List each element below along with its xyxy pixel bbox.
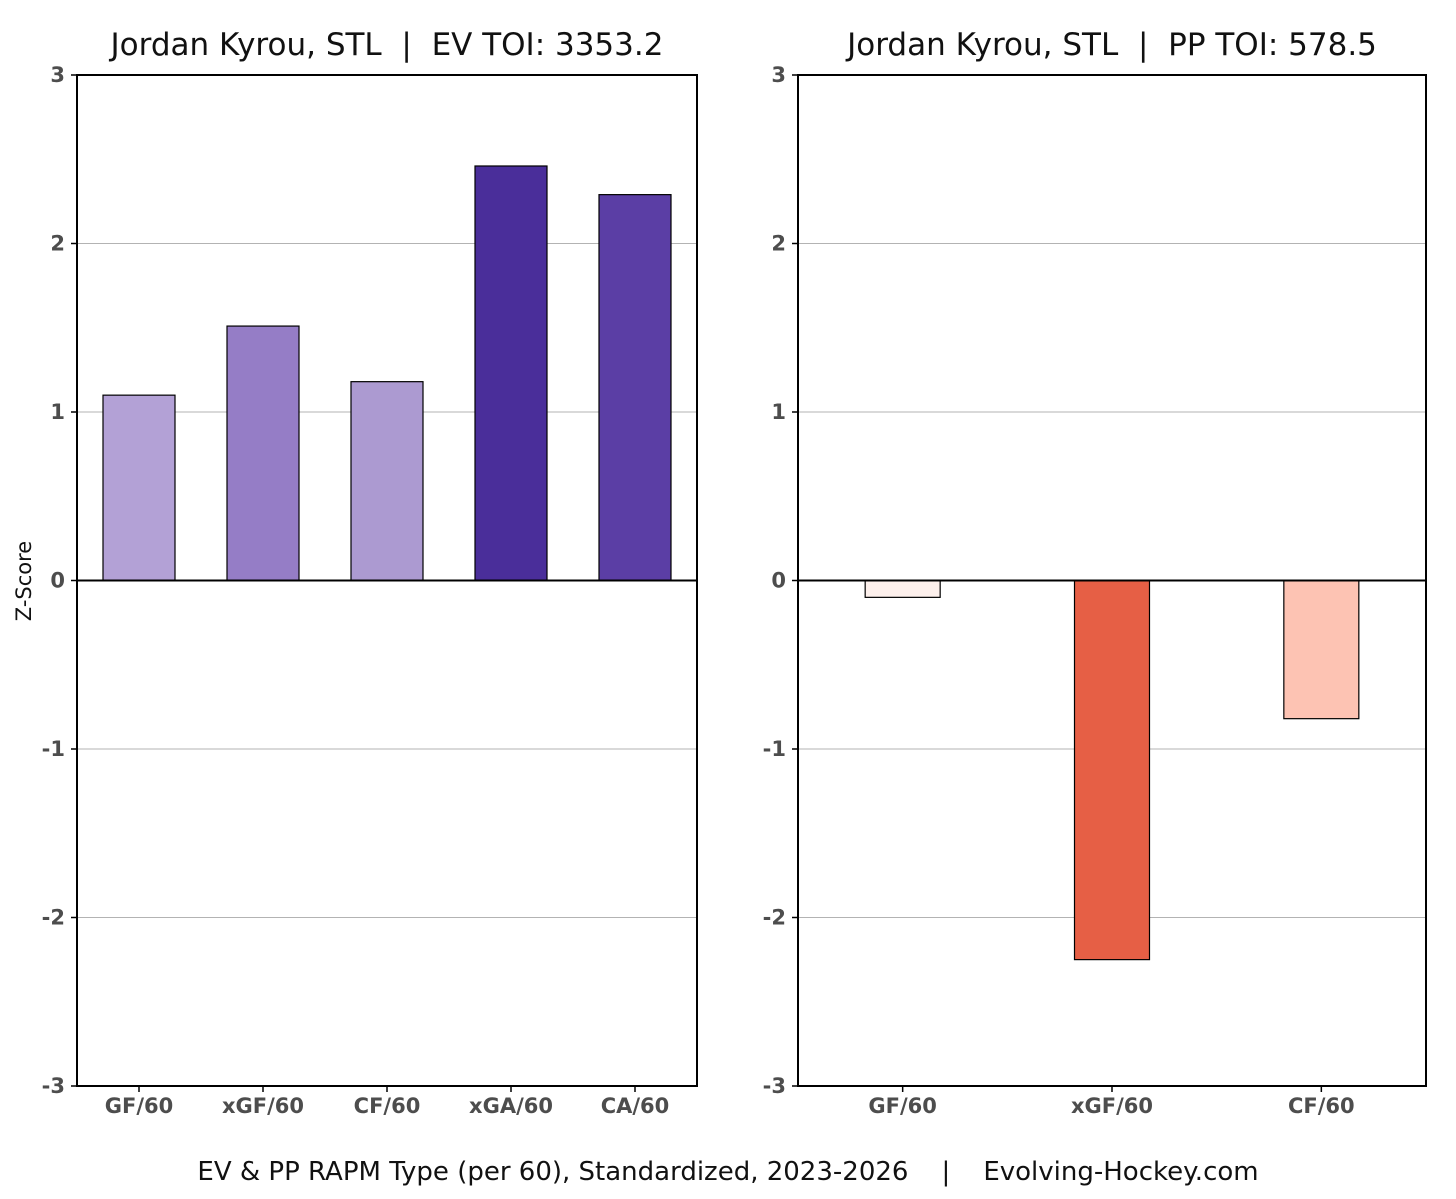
pp-bar-gf-60 xyxy=(864,579,941,598)
pp-x-tick-label: GF/60 xyxy=(868,1094,936,1118)
pp-x-tick-label: xGF/60 xyxy=(1071,1094,1153,1118)
pp-y-tick-label: -3 xyxy=(763,1074,786,1098)
ev-y-tick-label: 2 xyxy=(50,232,65,256)
ev-bar-ca-60 xyxy=(598,194,672,582)
ev-chart-panel: Jordan Kyrou, STL | EV TOI: 3353.2 Z-Sco… xyxy=(12,27,698,1118)
figure-caption: EV & PP RAPM Type (per 60), Standardized… xyxy=(197,1157,1258,1187)
pp-y-tick-label: 1 xyxy=(771,400,786,424)
ev-y-ticks: -3 -2 -1 0 1 2 3 xyxy=(42,63,77,1098)
ev-x-tick-label: CF/60 xyxy=(354,1094,421,1118)
ev-y-tick-label: -1 xyxy=(42,737,65,761)
pp-x-ticks: GF/60 xGF/60 CF/60 xyxy=(868,1086,1355,1118)
pp-bars xyxy=(864,579,1360,961)
pp-y-tick-label: 0 xyxy=(771,569,786,593)
ev-y-tick-label: 1 xyxy=(50,400,65,424)
ev-plot-frame xyxy=(76,74,698,1087)
ev-y-tick-label: -3 xyxy=(42,1074,65,1098)
ev-x-tick-label: xGA/60 xyxy=(469,1094,553,1118)
ev-x-tick-label: GF/60 xyxy=(105,1094,173,1118)
ev-x-tick-label: CA/60 xyxy=(601,1094,670,1118)
pp-y-tick-label: -2 xyxy=(763,906,786,930)
pp-bar-cf-60 xyxy=(1283,579,1360,720)
ev-chart-title: Jordan Kyrou, STL | EV TOI: 3353.2 xyxy=(109,27,664,63)
pp-y-tick-label: -1 xyxy=(763,737,786,761)
ev-y-tick-label: -2 xyxy=(42,906,65,930)
ev-bars xyxy=(102,165,672,582)
ev-y-tick-label: 3 xyxy=(50,63,65,87)
pp-y-tick-label: 3 xyxy=(771,63,786,87)
ev-bar-xgf-60 xyxy=(226,325,300,582)
y-axis-label: Z-Score xyxy=(12,541,36,621)
ev-x-tick-label: xGF/60 xyxy=(222,1094,304,1118)
ev-bar-gf-60 xyxy=(102,394,176,582)
pp-chart-panel: Jordan Kyrou, STL | PP TOI: 578.5 -3 -2 -1… xyxy=(763,27,1427,1118)
pp-y-ticks: -3 -2 -1 0 1 2 3 xyxy=(763,63,798,1098)
pp-x-tick-label: CF/60 xyxy=(1288,1094,1355,1118)
ev-x-ticks: GF/60 xGF/60 CF/60 xGA/60 CA/60 xyxy=(105,1086,670,1118)
ev-bar-cf-60 xyxy=(350,381,424,582)
pp-plot-frame xyxy=(797,74,1427,1087)
ev-bar-xga-60 xyxy=(474,165,548,582)
ev-y-tick-label: 0 xyxy=(50,569,65,593)
pp-y-tick-label: 2 xyxy=(771,232,786,256)
pp-bar-xgf-60 xyxy=(1073,579,1151,961)
pp-chart-title: Jordan Kyrou, STL | PP TOI: 578.5 xyxy=(845,27,1377,63)
